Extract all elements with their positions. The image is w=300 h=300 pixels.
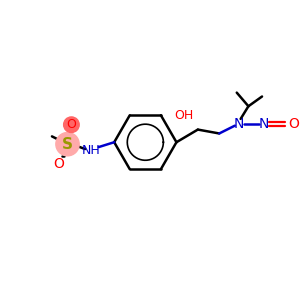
Text: O: O xyxy=(53,157,64,171)
Text: N: N xyxy=(259,117,269,131)
Text: OH: OH xyxy=(175,110,194,122)
Text: O: O xyxy=(289,117,300,131)
Text: N: N xyxy=(233,117,244,131)
Circle shape xyxy=(64,117,79,133)
Text: S: S xyxy=(62,137,73,152)
Text: NH: NH xyxy=(82,143,100,157)
Circle shape xyxy=(56,133,79,156)
Text: O: O xyxy=(67,118,76,131)
